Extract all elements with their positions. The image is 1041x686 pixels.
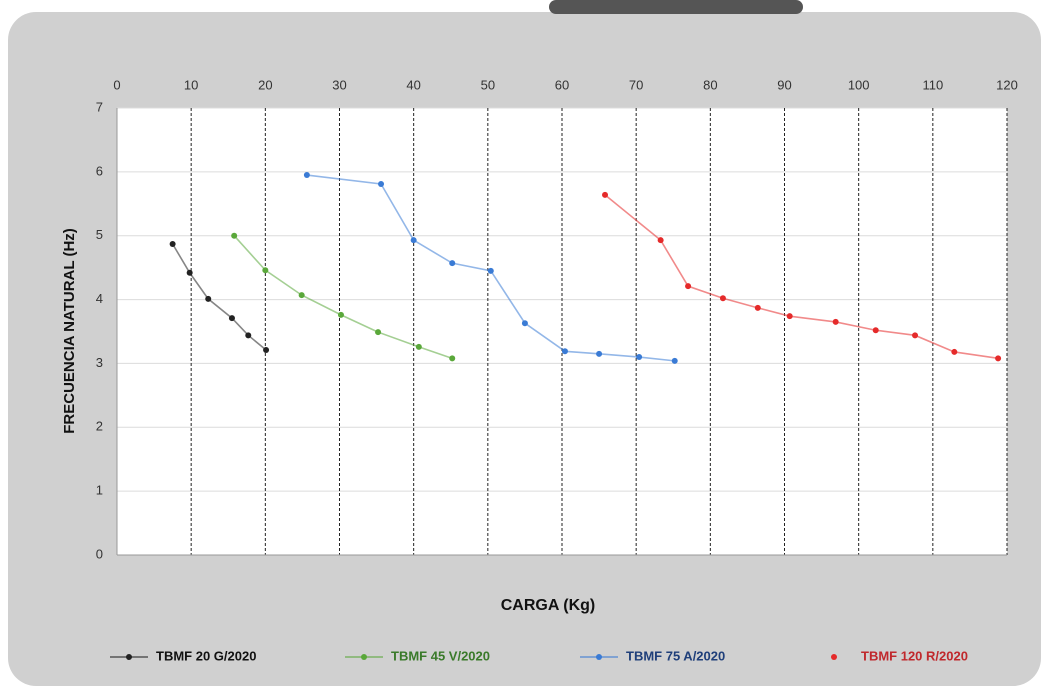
y-tick-label: 0	[96, 546, 103, 561]
data-point	[299, 292, 305, 298]
legend-label: TBMF 20 G/2020	[156, 648, 256, 663]
x-tick-label: 10	[184, 77, 198, 92]
x-tick-label: 30	[332, 77, 346, 92]
x-tick-label: 90	[777, 77, 791, 92]
data-point	[263, 347, 269, 353]
decor	[549, 0, 803, 14]
data-point	[672, 358, 678, 364]
data-point	[229, 315, 235, 321]
x-tick-label: 110	[922, 77, 943, 92]
data-point	[338, 312, 344, 318]
x-tick-label: 40	[406, 77, 420, 92]
data-point	[658, 237, 664, 243]
x-tick-label: 20	[258, 77, 272, 92]
data-point	[596, 351, 602, 357]
x-tick-label: 70	[629, 77, 643, 92]
data-point	[833, 319, 839, 325]
data-point	[685, 283, 691, 289]
data-point	[522, 320, 528, 326]
legend-label: TBMF 45 V/2020	[391, 648, 490, 663]
data-point	[375, 329, 381, 335]
legend-label: TBMF 120 R/2020	[861, 648, 968, 663]
x-tick-label: 0	[113, 77, 120, 92]
data-point	[411, 237, 417, 243]
y-tick-label: 4	[96, 291, 103, 306]
y-tick-label: 6	[96, 163, 103, 178]
data-point	[787, 313, 793, 319]
y-tick-label: 1	[96, 483, 103, 498]
data-point	[304, 172, 310, 178]
data-point	[873, 327, 879, 333]
data-point	[602, 192, 608, 198]
data-point	[562, 348, 568, 354]
data-point	[720, 295, 726, 301]
chart: FRECUENCIA NATURAL (Hz) CARGA (Kg) 0 1 2 3 4…	[0, 0, 1041, 686]
y-axis-title: FRECUENCIA NATURAL (Hz)	[61, 228, 78, 434]
data-point	[449, 260, 455, 266]
x-tick-label: 50	[481, 77, 495, 92]
x-tick-label: 60	[555, 77, 569, 92]
data-point	[378, 181, 384, 187]
legend-marker	[126, 654, 132, 660]
y-tick-label: 5	[96, 227, 103, 242]
x-tick-label: 80	[703, 77, 717, 92]
data-point	[755, 305, 761, 311]
data-point	[951, 349, 957, 355]
data-point	[205, 296, 211, 302]
data-point	[449, 355, 455, 361]
data-point	[488, 268, 494, 274]
y-tick-label: 3	[96, 355, 103, 370]
data-point	[262, 267, 268, 273]
x-axis-title: CARGA (Kg)	[501, 597, 596, 614]
data-point	[245, 332, 251, 338]
legend-marker	[596, 654, 602, 660]
y-tick-label: 7	[96, 99, 103, 114]
x-tick-label: 100	[848, 77, 870, 92]
legend-marker	[831, 654, 837, 660]
y-tick-label: 2	[96, 419, 103, 434]
data-point	[231, 233, 237, 239]
x-tick-label: 120	[996, 77, 1018, 92]
legend-marker	[361, 654, 367, 660]
legend-label: TBMF 75 A/2020	[626, 648, 725, 663]
data-point	[995, 355, 1001, 361]
data-point	[416, 344, 422, 350]
data-point	[187, 270, 193, 276]
data-point	[912, 332, 918, 338]
data-point	[636, 354, 642, 360]
data-point	[170, 241, 176, 247]
